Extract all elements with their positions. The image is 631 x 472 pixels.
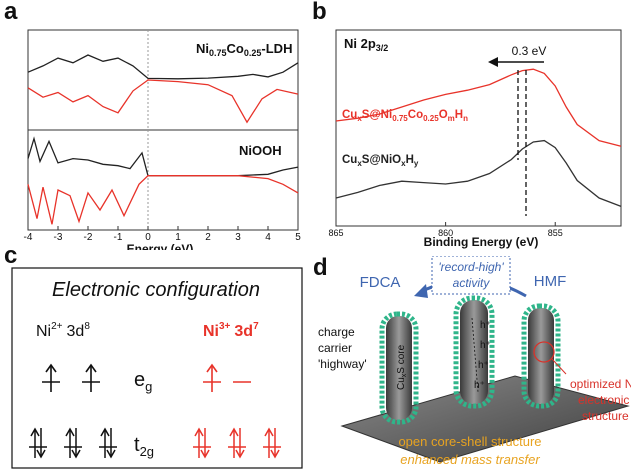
- c-title: Electronic configuration: [52, 279, 260, 301]
- hole-label-3: h⁺: [478, 360, 489, 371]
- b-series-0: [335, 68, 622, 147]
- charge-label-1: charge: [318, 325, 355, 339]
- hole-label-2: h⁺: [480, 340, 491, 351]
- activity-label-2: activity: [453, 276, 491, 290]
- b-x-axis-label: Binding Energy (eV): [424, 235, 539, 249]
- bottom-label-1: open core-shell structure: [398, 434, 541, 449]
- a-tick-label: 4: [265, 232, 271, 243]
- fdca-label: FDCA: [360, 274, 401, 291]
- nanorod-right: [521, 303, 561, 409]
- a-bottom-series-group: [27, 136, 299, 225]
- panel-label-d: d: [313, 254, 328, 281]
- panel-label-a: a: [4, 0, 18, 25]
- c-ni2-t2g-orbitals: [29, 427, 117, 459]
- core-label: CuxS core: [396, 344, 408, 390]
- panel-label-c: c: [4, 242, 18, 269]
- b-tick-label: 855: [548, 228, 563, 238]
- b-series-1: [335, 139, 622, 208]
- activity-box: [431, 256, 511, 295]
- bottom-label-2: enhanced mass transfer: [400, 452, 540, 467]
- a-bottom-title: NiOOH: [239, 143, 282, 158]
- a-tick-label: 1: [175, 232, 181, 243]
- nanorod-middle: [453, 295, 495, 409]
- c-ni3-eg-orbitals: [203, 363, 251, 392]
- activity-label-1: 'record-high': [438, 260, 504, 274]
- a-top-series-1: [27, 79, 299, 124]
- b-tick-label: 860: [438, 228, 453, 238]
- b-series-group: [335, 68, 622, 208]
- a-bottom-frame: [27, 129, 299, 231]
- b-shift-arrowhead: [488, 57, 498, 67]
- a-tick-label: 2: [205, 232, 211, 243]
- a-tick-label: -1: [114, 232, 123, 243]
- b-x-ticks: 865 860 855: [328, 222, 563, 238]
- panel-label-b: b: [312, 0, 327, 25]
- a-tick-label: 3: [235, 232, 241, 243]
- c-frame: [11, 267, 303, 469]
- a-tick-label: -2: [84, 232, 93, 243]
- c-ni2-label: Ni2+ 3d8: [36, 321, 90, 340]
- panel-b-chart: 865 860 855 0.3 eV Ni 2p3/2 CuxS@Ni0.75Co0…: [328, 29, 622, 249]
- b-tick-label: 865: [328, 228, 343, 238]
- highlight-connector: [551, 358, 567, 375]
- a-bottom-series-0: [27, 136, 299, 177]
- b-title: Ni 2p3/2: [344, 36, 388, 53]
- a-bottom-series-1: [27, 175, 299, 225]
- optimized-label-2: electronic: [578, 393, 629, 407]
- a-tick-label: -4: [24, 232, 33, 243]
- b-frame: [335, 29, 622, 227]
- a-top-series-group: [27, 54, 299, 124]
- charge-label-3: 'highway': [318, 357, 367, 371]
- c-ni3-label: Ni3+ 3d7: [203, 321, 259, 340]
- b-black-series-label: CuxS@NiOxHy: [342, 154, 419, 168]
- a-x-axis-label: Energy (eV): [127, 242, 194, 250]
- hole-label-4: h⁺: [474, 380, 485, 391]
- b-shift-label: 0.3 eV: [512, 44, 547, 58]
- charge-label-2: carrier: [318, 341, 352, 355]
- nanorod-left: [379, 311, 419, 425]
- a-x-ticks: -4 -3 -2 -1 0 1 2 3 4 5: [24, 226, 301, 243]
- a-top-title: Ni0.75Co0.25-LDH: [196, 41, 292, 58]
- conversion-arrowhead: [414, 284, 428, 298]
- c-t2g-label: t2g: [134, 434, 154, 459]
- highlight-circle: [533, 341, 555, 363]
- b-red-series-label: CuxS@Ni0.75Co0.25OmHn: [342, 109, 468, 123]
- panel-a-chart: -4 -3 -2 -1 0 1 2 3 4 5 Ni0.75Co0.25-LDH NiOOH En…: [24, 29, 301, 250]
- a-top-series-0: [27, 54, 299, 80]
- c-ni3-t2g-orbitals: [193, 427, 281, 459]
- c-ni2-eg-orbitals: [42, 363, 100, 392]
- optimized-label-3: structure: [582, 409, 629, 423]
- optimized-label-1: optimized Ni: [570, 377, 631, 391]
- a-tick-label: 0: [145, 232, 151, 243]
- a-top-frame: [27, 29, 299, 131]
- panel-d-schematic: CuxS core h⁺ h⁺ h⁺ h⁺ 'record-high' acti…: [318, 256, 631, 467]
- hole-label-1: h⁺: [480, 320, 491, 331]
- a-tick-label: -3: [54, 232, 63, 243]
- c-eg-label: eg: [134, 369, 152, 394]
- panel-c-diagram: Electronic configuration Ni2+ 3d8 Ni3+ 3d7…: [11, 267, 303, 469]
- h-path-line: [471, 317, 479, 393]
- hmf-label: HMF: [534, 273, 567, 290]
- a-tick-label: 5: [295, 232, 301, 243]
